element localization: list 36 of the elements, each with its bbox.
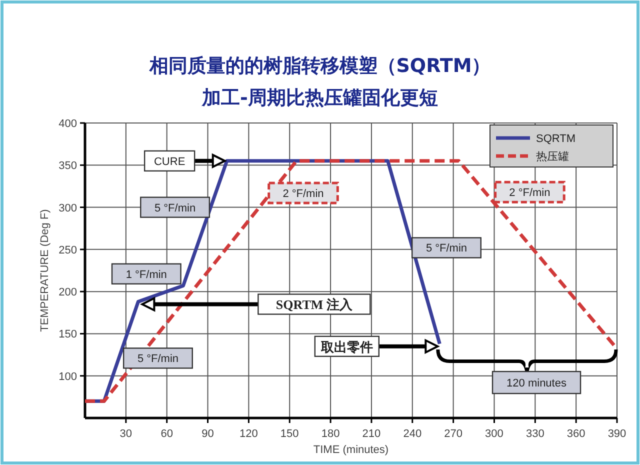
y-tick-label: 350 xyxy=(58,160,77,172)
x-axis-title: TIME (minutes) xyxy=(313,444,389,456)
y-tick-label: 100 xyxy=(58,370,77,383)
x-tick-label: 180 xyxy=(321,428,340,440)
annotation: SQRTM 注入 xyxy=(276,297,354,312)
annotation: 2 °F/min xyxy=(509,187,550,200)
annotation: CURE xyxy=(154,156,186,168)
annotation: 5 °F/min xyxy=(154,202,196,214)
legend-label: SQRTM xyxy=(536,133,576,145)
chart-subtitle: 加工-周期比热压罐固化更短 xyxy=(201,87,438,109)
x-tick-label: 60 xyxy=(160,428,173,440)
y-tick-label: 400 xyxy=(58,118,77,130)
annotation: 5 °F/min xyxy=(137,353,179,366)
x-tick-label: 300 xyxy=(485,428,504,440)
x-tick-label: 330 xyxy=(526,428,544,440)
x-tick-label: 120 xyxy=(240,428,258,440)
annotation: 120 minutes xyxy=(506,378,567,390)
chart-title: 相同质量的的树脂转移模塑（SQRTM） xyxy=(148,55,491,77)
x-tick-label: 30 xyxy=(120,428,132,440)
x-tick-label: 240 xyxy=(403,428,422,440)
y-tick-label: 200 xyxy=(58,286,77,299)
x-tick-label: 390 xyxy=(608,428,626,440)
y-tick-label: 300 xyxy=(58,202,77,214)
legend-label: 热压罐 xyxy=(536,151,569,163)
y-axis-title: TEMPERATURE (Deg F) xyxy=(39,209,51,332)
annotation: 1 °F/min xyxy=(126,268,167,281)
x-tick-label: 270 xyxy=(444,428,462,440)
y-tick-label: 150 xyxy=(58,328,77,341)
annotation: 取出零件 xyxy=(320,339,373,354)
x-tick-label: 150 xyxy=(280,428,299,440)
annotation: 2 °F/min xyxy=(282,188,324,200)
x-tick-label: 90 xyxy=(202,428,214,440)
y-tick-label: 250 xyxy=(58,244,77,256)
x-tick-label: 360 xyxy=(566,428,586,440)
annotation: 5 °F/min xyxy=(426,242,468,255)
x-tick-label: 210 xyxy=(362,428,381,440)
